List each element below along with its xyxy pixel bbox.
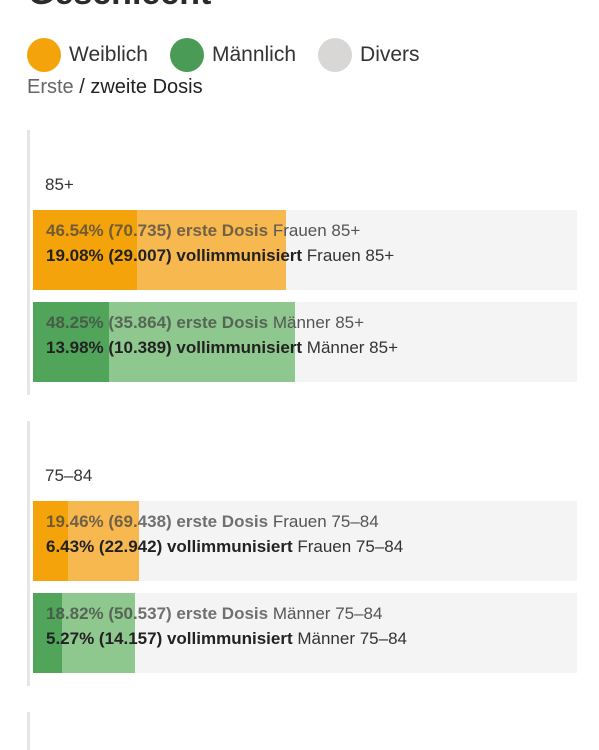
fully-vaccinated-label: 5.27% (14.157) vollimmunisiert Männer 75…: [46, 626, 407, 651]
age-group-label: 85+: [45, 175, 74, 194]
bar-fill-fully-vaccinated: [33, 501, 68, 581]
subtitle-first-dose: Erste: [27, 76, 74, 98]
age-group-label: 75–84: [45, 466, 93, 485]
bar-text: 19.46% (69.438) erste Dosis Frauen 75–84…: [46, 509, 403, 559]
data-category: Frauen 75–84: [272, 512, 379, 531]
bar-text: 46.54% (70.735) erste Dosis Frauen 85+ 19…: [46, 218, 394, 268]
fully-vaccinated-label: 19.08% (29.007) vollimmunisiert Frauen 8…: [46, 243, 394, 268]
first-dose-label: 48.25% (35.864) erste Dosis Männer 85+: [46, 310, 398, 335]
data-category: Frauen 75–84: [297, 537, 404, 556]
data-value: 13.98% (10.389) vollimmunisiert: [46, 338, 303, 357]
legend-label-maennlich: Männlich: [211, 43, 297, 66]
age-group: 85+ 46.54% (70.735) erste Dosis Frauen 85…: [27, 130, 578, 395]
legend: Weiblich Männlich Divers: [27, 38, 442, 72]
bar-fill-fully-vaccinated: [33, 593, 62, 673]
legend-label-divers: Divers: [360, 43, 420, 66]
data-category: Frauen 85+: [306, 246, 395, 265]
legend-swatch-weiblich: [27, 38, 61, 72]
bar-fill-fully-vaccinated: [33, 210, 137, 290]
first-dose-label: 46.54% (70.735) erste Dosis Frauen 85+: [46, 218, 394, 243]
age-group: 75–84 19.46% (69.438) erste Dosis Frauen …: [27, 421, 578, 686]
age-group-next-partial: [27, 712, 578, 750]
legend-item-weiblich: Weiblich: [27, 38, 148, 72]
fully-vaccinated-label: 13.98% (10.389) vollimmunisiert Männer 8…: [46, 335, 398, 360]
bar-female: 19.46% (69.438) erste Dosis Frauen 75–84…: [33, 501, 577, 581]
bar-fill-fully-vaccinated: [33, 302, 110, 382]
data-category: Männer 75–84: [297, 629, 407, 648]
legend-item-divers: Divers: [318, 38, 420, 72]
legend-swatch-divers: [318, 38, 353, 72]
data-value: 48.25% (35.864) erste Dosis: [46, 313, 269, 332]
data-value: 5.27% (14.157) vollimmunisiert: [46, 629, 293, 648]
data-value: 19.46% (69.438) erste Dosis: [46, 512, 269, 531]
legend-item-maennlich: Männlich: [169, 38, 297, 72]
bar-female: 46.54% (70.735) erste Dosis Frauen 85+ 19…: [33, 210, 577, 290]
subtitle-second-dose: / zweite Dosis: [79, 76, 203, 98]
bar-male: 18.82% (50.537) erste Dosis Männer 75–84…: [33, 593, 577, 673]
first-dose-label: 19.46% (69.438) erste Dosis Frauen 75–84: [46, 509, 403, 534]
data-category: Männer 85+: [306, 338, 398, 357]
first-dose-label: 18.82% (50.537) erste Dosis Männer 75–84: [46, 601, 407, 626]
data-category: Männer 85+: [272, 313, 365, 332]
data-category: Männer 75–84: [272, 604, 383, 623]
bar-male: 48.25% (35.864) erste Dosis Männer 85+ 13…: [33, 302, 577, 382]
page-title: Geschlecht: [28, 0, 211, 13]
data-value: 18.82% (50.537) erste Dosis: [46, 604, 269, 623]
fully-vaccinated-label: 6.43% (22.942) vollimmunisiert Frauen 75…: [46, 534, 403, 559]
data-value: 6.43% (22.942) vollimmunisiert: [46, 537, 293, 556]
data-category: Frauen 85+: [272, 221, 361, 240]
legend-label-weiblich: Weiblich: [69, 43, 148, 66]
subtitle: Erste / zweite Dosis: [27, 76, 203, 99]
bar-text: 18.82% (50.537) erste Dosis Männer 75–84…: [46, 601, 407, 651]
data-value: 46.54% (70.735) erste Dosis: [46, 221, 269, 240]
bar-text: 48.25% (35.864) erste Dosis Männer 85+ 13…: [46, 310, 398, 360]
data-value: 19.08% (29.007) vollimmunisiert: [46, 246, 303, 265]
legend-swatch-maennlich: [169, 38, 204, 72]
